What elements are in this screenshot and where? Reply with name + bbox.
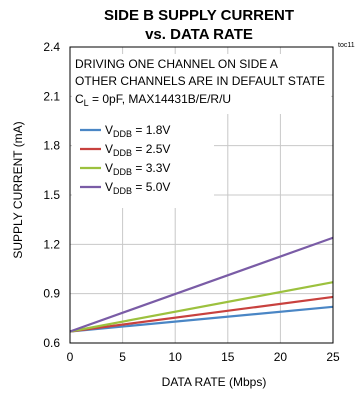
x-tick-label: 0 <box>67 350 74 364</box>
legend-entry: VDDB = 2.5V <box>105 142 170 158</box>
x-tick-label: 15 <box>221 350 235 364</box>
series-layer <box>69 236 334 333</box>
y-tick-labels: 0.6 0.9 1.2 1.5 1.8 2.1 2.4 <box>43 40 60 350</box>
series-line <box>69 295 334 333</box>
legend: VDDB = 1.8V VDDB = 2.5V VDDB = 3.3V VDDB = … <box>80 123 170 196</box>
series-line <box>69 305 334 333</box>
y-axis-label: SUPPLY CURRENT (mA) <box>11 121 25 258</box>
x-axis-label: DATA RATE (Mbps) <box>162 375 267 389</box>
legend-entry: VDDB = 3.3V <box>105 161 170 177</box>
chart-subtitle: vs. DATA RATE <box>145 26 253 43</box>
y-tick-label: 1.2 <box>43 237 60 251</box>
y-tick-label: 2.1 <box>43 89 60 103</box>
series-line <box>69 281 334 333</box>
note-line-1: DRIVING ONE CHANNEL ON SIDE A <box>75 57 278 71</box>
y-tick-label: 0.9 <box>43 287 60 301</box>
y-tick-label: 1.5 <box>43 188 60 202</box>
y-tick-label: 1.8 <box>43 139 60 153</box>
y-tick-label: 2.4 <box>43 40 60 54</box>
x-tick-label: 25 <box>326 350 340 364</box>
legend-entry: VDDB = 5.0V <box>105 180 170 196</box>
note-line-3: CL = 0pF, MAX14431B/E/R/U <box>75 92 231 108</box>
series-line <box>69 236 334 333</box>
x-tick-label: 5 <box>119 350 126 364</box>
x-tick-label: 10 <box>169 350 183 364</box>
legend-entry: VDDB = 1.8V <box>105 123 170 139</box>
y-tick-label: 0.6 <box>43 336 60 350</box>
note-line-2: OTHER CHANNELS ARE IN DEFAULT STATE <box>75 74 325 88</box>
x-tick-label: 20 <box>274 350 288 364</box>
chart-title: SIDE B SUPPLY CURRENT <box>104 7 294 24</box>
figure-id: toc11 <box>338 42 355 49</box>
plot-frame <box>69 46 334 344</box>
x-tick-labels: 0 5 10 15 20 25 <box>67 350 340 364</box>
note-background <box>72 54 331 114</box>
